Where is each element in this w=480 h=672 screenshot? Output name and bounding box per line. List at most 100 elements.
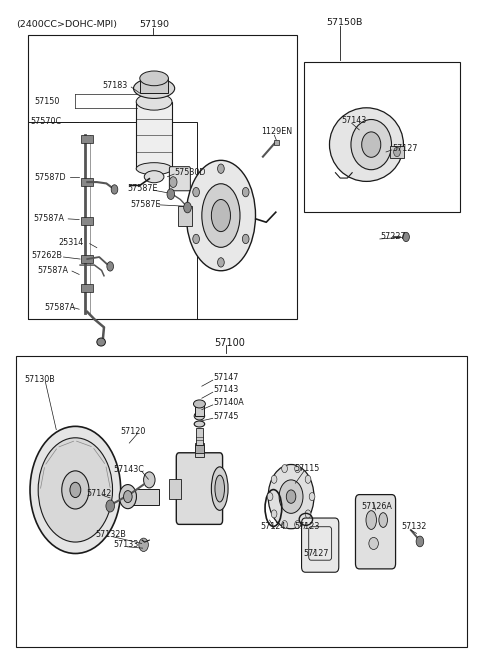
Text: 57142: 57142	[86, 489, 112, 498]
Text: 57587D: 57587D	[35, 173, 66, 182]
Bar	[390, 146, 404, 158]
Text: 57147: 57147	[213, 373, 239, 382]
Bar	[168, 478, 180, 499]
Text: 1129EN: 1129EN	[262, 127, 293, 136]
Circle shape	[242, 235, 249, 244]
Circle shape	[123, 491, 132, 503]
Circle shape	[119, 485, 136, 509]
Text: 57262B: 57262B	[32, 251, 62, 260]
Circle shape	[416, 536, 424, 547]
Bar	[28, 122, 197, 319]
Bar	[123, 489, 159, 505]
Ellipse shape	[136, 93, 172, 110]
Bar	[304, 62, 459, 212]
Text: 57132B: 57132B	[95, 530, 126, 539]
Circle shape	[193, 187, 200, 197]
Ellipse shape	[211, 200, 230, 232]
Bar	[140, 79, 168, 93]
Circle shape	[38, 437, 112, 542]
Circle shape	[295, 521, 300, 529]
Ellipse shape	[379, 513, 387, 528]
Circle shape	[403, 233, 409, 242]
FancyBboxPatch shape	[169, 167, 191, 191]
Text: 57745: 57745	[213, 412, 239, 421]
Ellipse shape	[136, 163, 172, 175]
Circle shape	[62, 471, 89, 509]
Circle shape	[167, 189, 175, 200]
Text: 57124: 57124	[260, 522, 286, 532]
Circle shape	[279, 480, 303, 513]
Bar	[81, 255, 94, 263]
Ellipse shape	[194, 421, 204, 427]
Circle shape	[295, 464, 300, 472]
Text: 57120: 57120	[120, 427, 146, 435]
Text: 57130B: 57130B	[24, 375, 55, 384]
Text: 57143: 57143	[213, 385, 239, 394]
Circle shape	[30, 426, 120, 554]
Ellipse shape	[202, 183, 240, 247]
Text: 25314: 25314	[59, 238, 84, 247]
Circle shape	[106, 500, 115, 512]
Text: 57115: 57115	[294, 464, 320, 473]
Bar	[275, 140, 279, 144]
Bar	[81, 217, 94, 225]
Ellipse shape	[351, 120, 392, 170]
Text: 57587A: 57587A	[34, 214, 65, 222]
Circle shape	[267, 493, 273, 501]
Bar	[28, 35, 297, 319]
Ellipse shape	[211, 467, 228, 510]
Text: 57183: 57183	[103, 81, 128, 90]
FancyBboxPatch shape	[176, 453, 223, 524]
FancyBboxPatch shape	[301, 518, 339, 573]
Ellipse shape	[329, 108, 404, 181]
Text: 57587E: 57587E	[127, 184, 157, 194]
Circle shape	[217, 164, 224, 173]
Bar	[195, 444, 204, 457]
Circle shape	[242, 187, 249, 197]
Circle shape	[139, 538, 148, 552]
Bar	[81, 284, 94, 292]
Circle shape	[144, 472, 155, 488]
Text: 57127: 57127	[393, 144, 418, 153]
Ellipse shape	[186, 161, 255, 271]
Ellipse shape	[140, 71, 168, 86]
Circle shape	[271, 510, 277, 518]
Ellipse shape	[144, 171, 164, 183]
Text: 57100: 57100	[214, 338, 245, 347]
Bar	[16, 356, 467, 647]
Text: 57123: 57123	[294, 522, 319, 532]
Text: 57126A: 57126A	[361, 502, 392, 511]
Circle shape	[193, 235, 200, 244]
FancyBboxPatch shape	[356, 495, 396, 569]
Bar	[195, 404, 204, 416]
Circle shape	[107, 261, 114, 271]
Circle shape	[282, 464, 288, 472]
Ellipse shape	[362, 132, 381, 157]
Circle shape	[169, 177, 177, 187]
Text: 57227: 57227	[381, 233, 407, 241]
Text: 57133: 57133	[113, 540, 138, 549]
Ellipse shape	[194, 412, 204, 420]
Bar	[195, 445, 204, 454]
Bar	[196, 428, 203, 445]
Circle shape	[394, 147, 400, 157]
Bar	[178, 206, 192, 226]
Text: 57587A: 57587A	[44, 303, 75, 312]
Circle shape	[282, 521, 288, 529]
Text: 57132: 57132	[401, 522, 427, 532]
Ellipse shape	[97, 338, 106, 346]
Bar	[81, 178, 94, 186]
Text: 57143C: 57143C	[113, 465, 144, 474]
Text: 57587A: 57587A	[37, 266, 69, 275]
Bar	[81, 134, 94, 142]
Text: 57127: 57127	[303, 549, 329, 558]
Ellipse shape	[133, 79, 175, 98]
Text: 57143: 57143	[341, 116, 366, 125]
Circle shape	[70, 482, 81, 497]
Circle shape	[184, 202, 192, 213]
Circle shape	[305, 475, 311, 483]
Ellipse shape	[369, 538, 378, 550]
Circle shape	[286, 490, 296, 503]
Text: 57570C: 57570C	[30, 118, 61, 126]
Ellipse shape	[193, 400, 205, 408]
